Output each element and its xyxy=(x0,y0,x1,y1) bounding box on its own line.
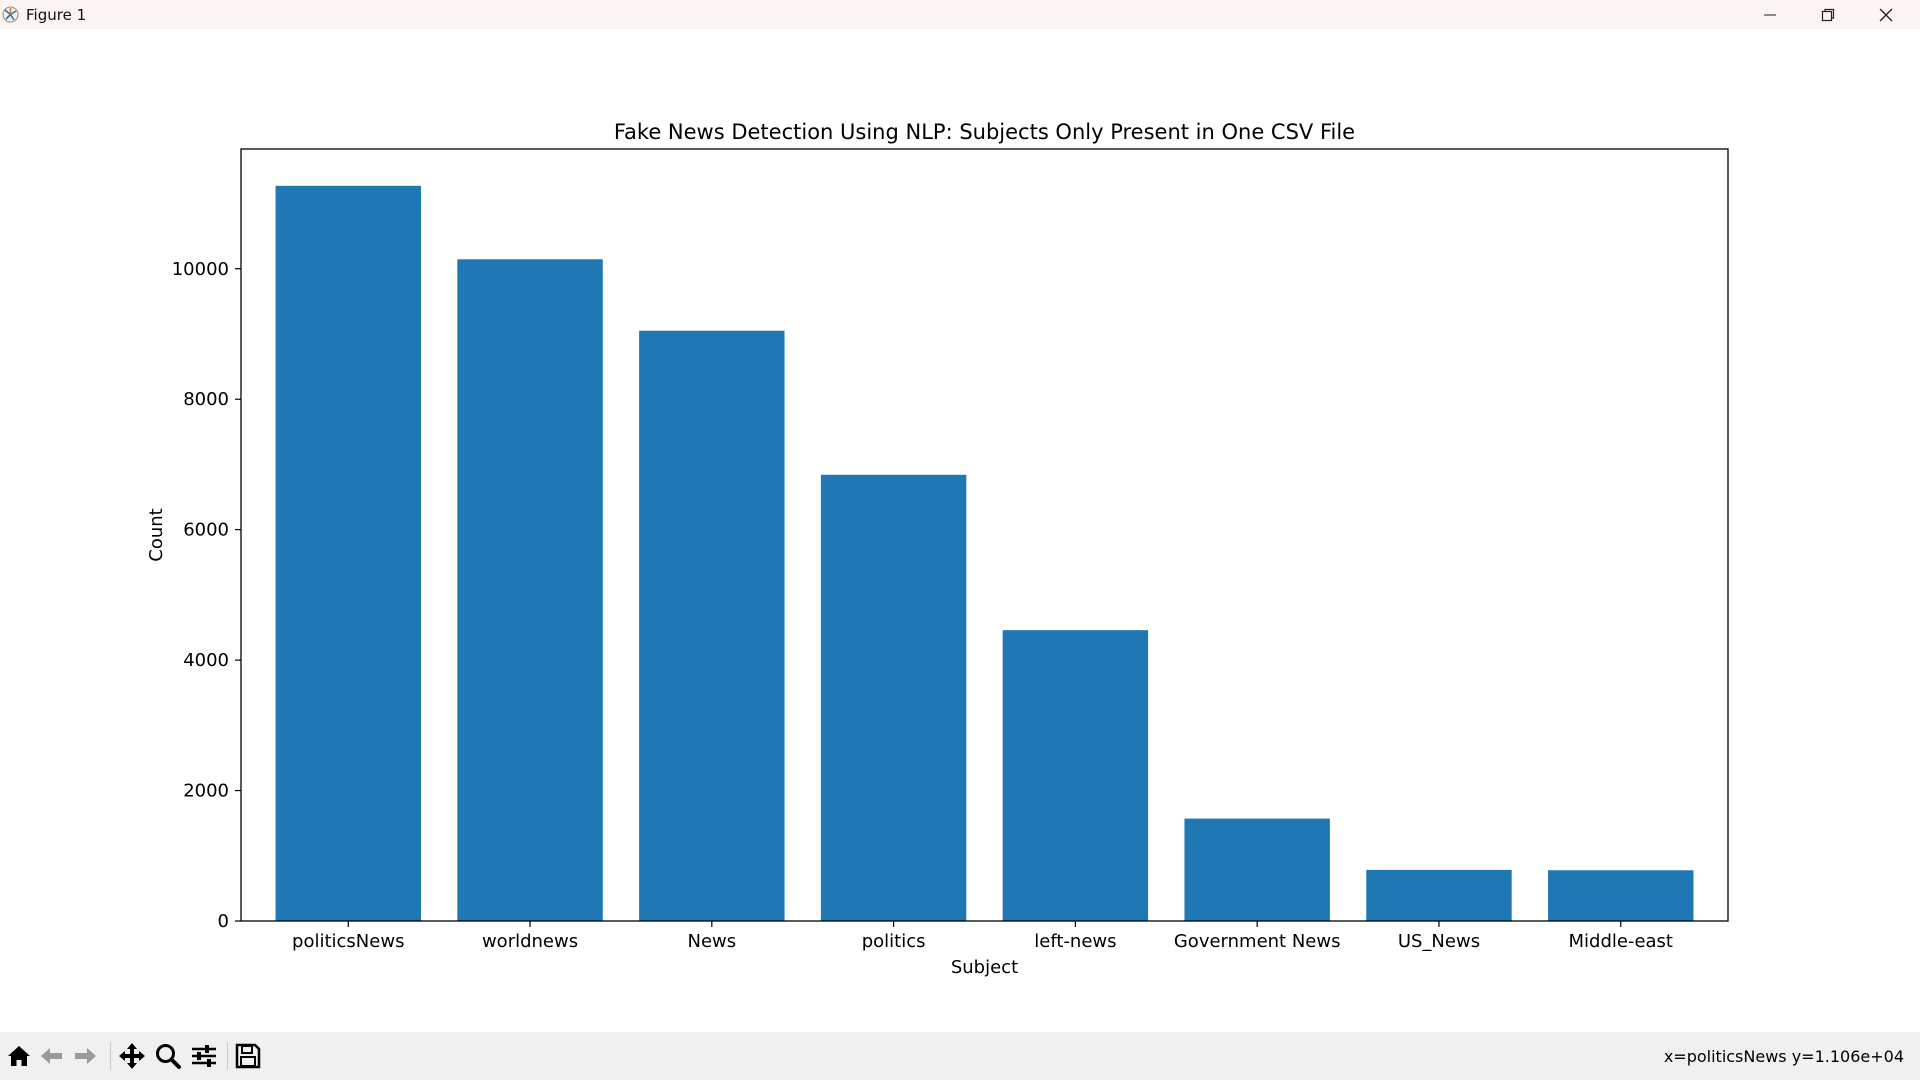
bar-Middle-east xyxy=(1548,870,1694,921)
chart-title: Fake News Detection Using NLP: Subjects … xyxy=(614,120,1355,144)
restore-button[interactable] xyxy=(1800,0,1858,29)
x-axis-label: Subject xyxy=(951,957,1018,978)
y-tick-label: 2000 xyxy=(183,781,229,802)
close-button[interactable] xyxy=(1858,0,1916,29)
bar-left-news xyxy=(1002,630,1149,921)
bar-worldnews xyxy=(457,259,603,921)
restore-icon xyxy=(1821,8,1835,22)
configure-subplots-icon xyxy=(192,1045,216,1067)
close-icon xyxy=(1879,8,1893,22)
bar-US_News xyxy=(1366,869,1512,921)
x-tick-label: worldnews xyxy=(482,931,578,952)
y-axis-label: Count xyxy=(146,508,167,561)
y-tick-label: 0 xyxy=(218,911,229,932)
pan-button[interactable] xyxy=(117,1041,147,1071)
x-tick-label: Government News xyxy=(1174,931,1341,952)
x-tick-label: left-news xyxy=(1034,931,1116,952)
bar-chart: politicsNews worldnews News politics left-ne… xyxy=(146,120,1729,978)
bar-Government News xyxy=(1184,818,1330,921)
save-icon xyxy=(235,1043,261,1069)
pan-icon xyxy=(119,1043,145,1069)
y-tick-label: 6000 xyxy=(183,520,229,541)
home-button[interactable] xyxy=(4,1041,34,1071)
matplotlib-icon xyxy=(2,6,19,23)
x-tick-label: News xyxy=(688,931,737,952)
x-tick-label: Middle-east xyxy=(1568,931,1673,952)
toolbar-separator xyxy=(227,1042,228,1070)
window-titlebar: Figure 1 xyxy=(0,0,1920,29)
minimize-button[interactable] xyxy=(1742,0,1800,29)
toolbar-separator xyxy=(110,1042,111,1070)
forward-button[interactable] xyxy=(70,1041,100,1071)
back-arrow-icon xyxy=(41,1048,62,1064)
zoom-button[interactable] xyxy=(153,1041,183,1071)
forward-arrow-icon xyxy=(75,1048,96,1064)
configure-subplots-button[interactable] xyxy=(189,1041,219,1071)
navigation-toolbar: x=politicsNews y=1.106e+04 xyxy=(0,1032,1920,1080)
back-button[interactable] xyxy=(37,1041,67,1071)
x-tick-label: US_News xyxy=(1398,931,1480,952)
bar-politicsNews xyxy=(275,185,421,922)
window-title: Figure 1 xyxy=(26,6,87,24)
y-tick-label: 8000 xyxy=(183,389,229,410)
bar-News xyxy=(639,330,785,921)
cursor-coordinates: x=politicsNews y=1.106e+04 xyxy=(1663,1047,1904,1066)
x-tick-label: politics xyxy=(862,931,926,952)
bar-politics xyxy=(820,474,967,921)
figure-canvas[interactable]: politicsNews worldnews News politics left-ne… xyxy=(0,29,1920,1032)
zoom-icon xyxy=(156,1044,181,1069)
minimize-icon xyxy=(1764,14,1776,16)
home-icon xyxy=(8,1046,30,1066)
save-button[interactable] xyxy=(233,1041,263,1071)
y-tick-label: 4000 xyxy=(183,650,229,671)
y-tick-label: 10000 xyxy=(172,259,229,280)
axes-frame xyxy=(240,148,1729,922)
x-tick-label: politicsNews xyxy=(292,931,404,952)
